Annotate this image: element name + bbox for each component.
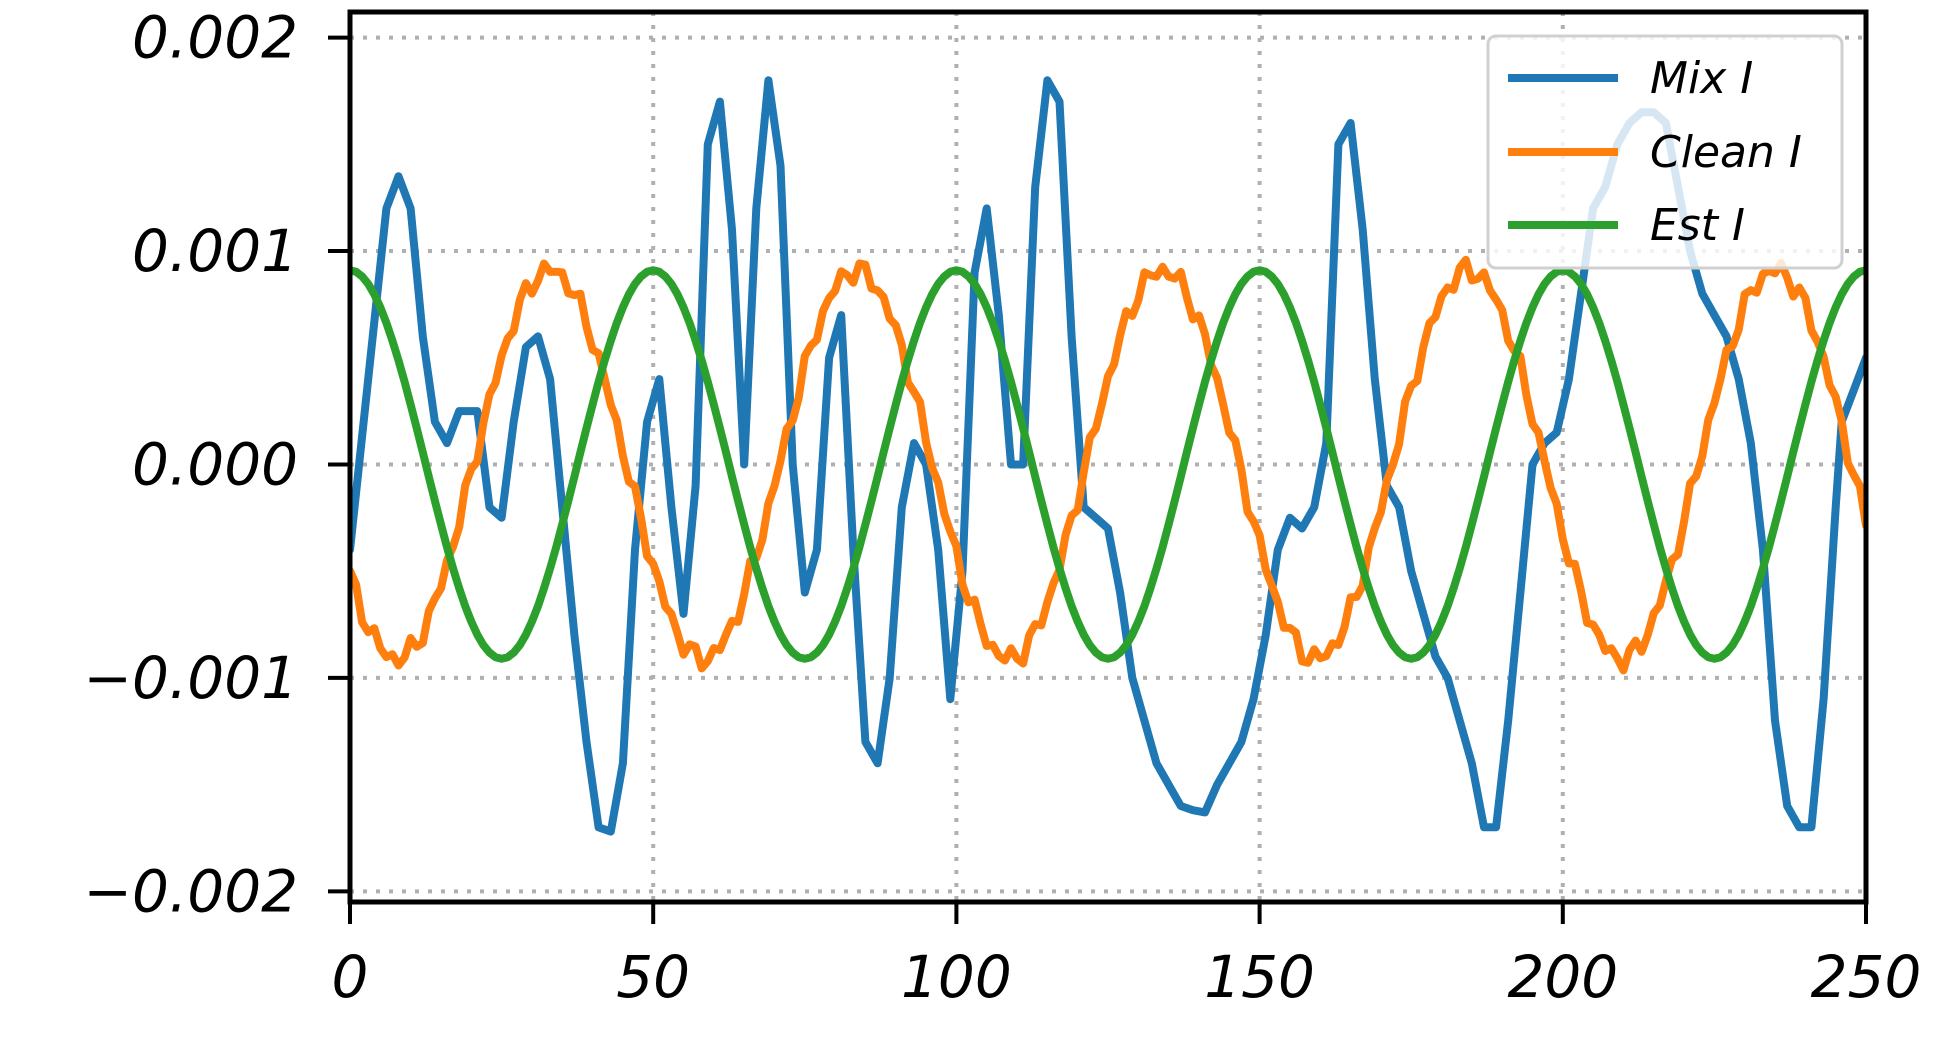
x-tick-label-150: 150: [1204, 943, 1315, 1011]
y-tick-label-neg-0.001: −0.001: [83, 644, 298, 712]
y-tick-label-0.000: 0.000: [132, 430, 298, 498]
x-tick-label-250: 250: [1811, 943, 1922, 1011]
legend-box: [1486, 34, 1844, 270]
y-axis-tick-labels: 0.002 0.001 0.000 −0.001 −0.002: [83, 4, 298, 926]
legend: Mix I Clean I Est I: [1486, 34, 1844, 270]
x-tick-label-200: 200: [1507, 943, 1618, 1011]
y-tick-label-0.001: 0.001: [132, 217, 298, 285]
axis-ticks: [328, 35, 1868, 924]
plot-frame: [347, 9, 1869, 905]
x-tick-label-0: 0: [332, 943, 369, 1011]
x-tick-label-50: 50: [616, 943, 690, 1011]
legend-label-mix-i: Mix I: [1650, 53, 1753, 104]
series-line-est-i: [350, 266, 1866, 663]
y-tick-label-0.002: 0.002: [132, 4, 298, 72]
x-tick-label-100: 100: [901, 943, 1012, 1011]
legend-label-clean-i: Clean I: [1650, 127, 1802, 178]
y-tick-label-neg-0.002: −0.002: [83, 857, 298, 925]
legend-label-est-i: Est I: [1650, 200, 1745, 251]
x-axis-tick-labels: 0 50 100 150 200 250: [332, 943, 1922, 1011]
